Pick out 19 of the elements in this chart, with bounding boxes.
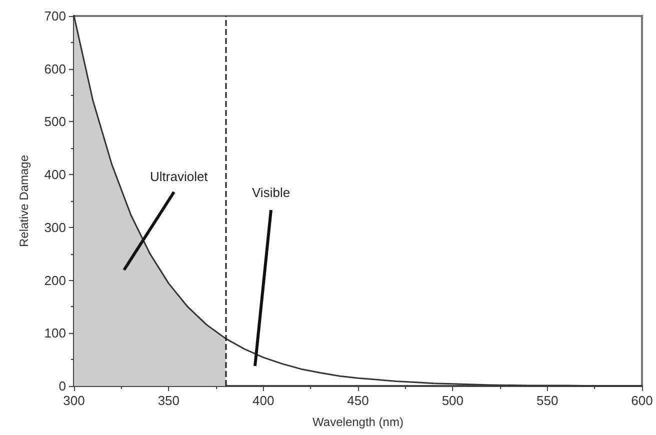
y-tick-label: 200 (44, 272, 66, 288)
y-tick-label: 400 (44, 167, 66, 182)
x-tick-label: 500 (442, 393, 464, 408)
x-tick-label: 400 (252, 393, 274, 408)
x-axis-title: Wavelength (nm) (312, 415, 404, 429)
y-tick-label: 600 (44, 61, 66, 76)
annotation: Ultraviolet (150, 169, 208, 184)
y-tick-label: 700 (44, 8, 66, 24)
y-tick-label: 0 (58, 378, 66, 394)
x-tick-label: 300 (63, 393, 85, 408)
x-tick-label: 600 (631, 393, 653, 408)
x-tick-label: 450 (347, 393, 369, 408)
y-tick-label: 300 (44, 220, 66, 235)
y-tick-label: 500 (44, 114, 66, 130)
y-axis-title: Relative Damage (17, 154, 31, 248)
annotation: Visible (252, 185, 290, 200)
x-tick-label: 550 (536, 393, 558, 408)
x-tick-label: 350 (158, 393, 180, 408)
y-tick-label: 100 (44, 326, 66, 341)
